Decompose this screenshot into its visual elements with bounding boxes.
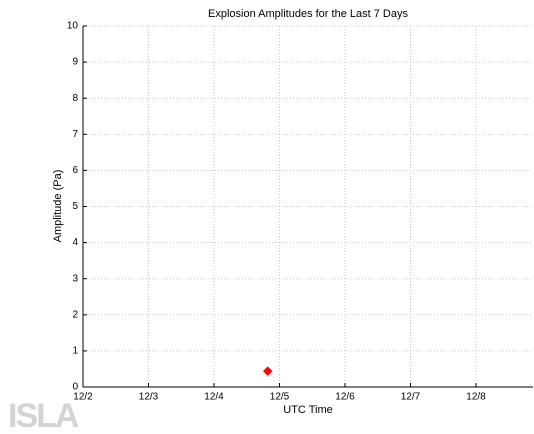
y-axis-label: Amplitude (Pa) bbox=[52, 170, 64, 243]
x-tick-label: 12/7 bbox=[401, 392, 421, 403]
x-tick-label: 12/2 bbox=[73, 392, 93, 403]
y-tick-label: 5 bbox=[72, 201, 78, 212]
x-tick-label: 12/8 bbox=[466, 392, 486, 403]
y-tick-label: 9 bbox=[72, 57, 78, 68]
y-tick-label: 7 bbox=[72, 129, 78, 140]
y-tick-label: 8 bbox=[72, 93, 78, 104]
data-point bbox=[263, 366, 273, 376]
y-tick-label: 4 bbox=[72, 237, 78, 248]
y-tick-label: 1 bbox=[72, 346, 78, 357]
x-tick-label: 12/4 bbox=[204, 392, 224, 403]
y-tick-label: 6 bbox=[72, 165, 78, 176]
x-tick-label: 12/3 bbox=[139, 392, 159, 403]
y-tick-label: 0 bbox=[72, 382, 78, 393]
watermark: ISLA bbox=[8, 397, 79, 434]
x-tick-label: 12/5 bbox=[270, 392, 290, 403]
y-tick-label: 3 bbox=[72, 273, 78, 284]
x-tick-label: 12/6 bbox=[335, 392, 355, 403]
x-axis-label: UTC Time bbox=[283, 404, 333, 416]
y-tick-label: 10 bbox=[67, 21, 79, 32]
y-tick-label: 2 bbox=[72, 309, 78, 320]
chart-title: Explosion Amplitudes for the Last 7 Days bbox=[208, 8, 408, 20]
